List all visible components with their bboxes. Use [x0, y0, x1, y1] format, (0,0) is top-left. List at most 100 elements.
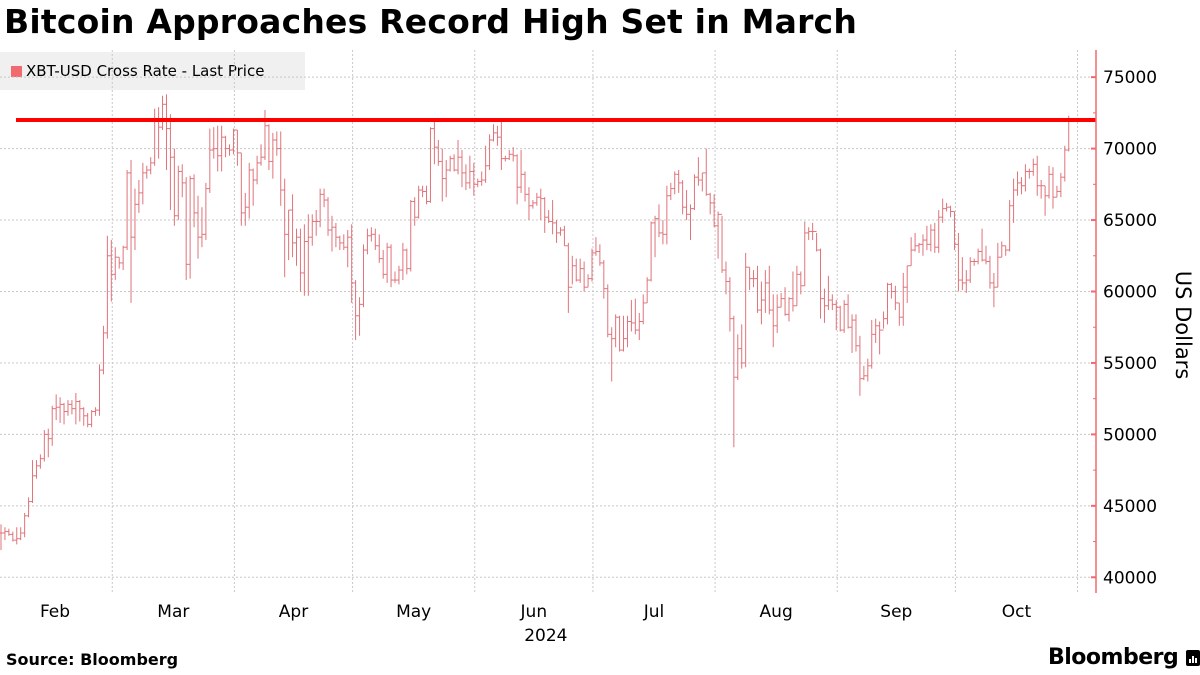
ohlc-bar	[180, 164, 185, 198]
ohlc-bar	[278, 131, 283, 206]
ohlc-bar	[349, 224, 354, 303]
ohlc-bar	[408, 200, 413, 272]
ohlc-bar	[266, 124, 271, 171]
ohlc-bar	[814, 230, 819, 252]
ohlc-bar	[826, 275, 831, 311]
ohlc-bar	[129, 160, 134, 303]
ohlc-bar	[834, 300, 839, 331]
ohlc-bar	[787, 297, 791, 322]
ohlc-bar	[881, 311, 886, 331]
ohlc-bar	[526, 187, 531, 221]
ohlc-bar	[617, 315, 622, 352]
ohlc-bar	[105, 235, 110, 339]
ohlc-bar	[136, 180, 141, 213]
ohlc-bar	[255, 155, 260, 185]
ohlc-bar	[723, 261, 728, 295]
ohlc-bar	[578, 258, 583, 283]
ohlc-bar	[853, 314, 858, 352]
ohlc-bar	[897, 302, 902, 326]
ohlc-bar	[538, 188, 543, 221]
ohlc-bar	[629, 300, 634, 332]
ohlc-bar	[1058, 172, 1063, 198]
ohlc-bar	[235, 129, 240, 166]
ohlc-bar	[755, 265, 760, 313]
ohlc-bar	[144, 165, 149, 179]
ohlc-bar	[987, 255, 992, 289]
ohlc-bar	[909, 237, 914, 267]
ohlc-bar	[322, 188, 327, 208]
ohlc-bar	[605, 284, 610, 338]
ohlc-bar	[436, 140, 441, 166]
ohlc-bar	[333, 222, 338, 248]
ohlc-bar	[917, 242, 922, 253]
ohlc-bar	[601, 260, 606, 299]
y-tick-label: 70000	[1103, 140, 1157, 160]
ohlc-bar	[928, 224, 933, 252]
ohlc-bar	[901, 272, 906, 326]
ohlc-bar	[751, 270, 756, 288]
ohlc-bar	[46, 428, 51, 458]
ohlc-bar	[846, 294, 851, 329]
ohlc-bar	[747, 266, 752, 291]
ohlc-bar	[984, 245, 988, 265]
ohlc-bar	[818, 248, 823, 319]
ohlc-bar	[739, 324, 744, 369]
ohlc-bar	[566, 242, 571, 313]
ohlc-bar	[452, 154, 457, 172]
ohlc-bar	[188, 175, 193, 279]
ohlc-bar	[980, 228, 985, 262]
ohlc-bar	[735, 334, 740, 381]
ohlc-bar	[633, 298, 638, 335]
ohlc-bar	[873, 318, 878, 343]
ohlc-bar	[696, 157, 701, 186]
ohlc-bar	[101, 325, 106, 375]
y-tick-label: 50000	[1103, 425, 1157, 445]
ohlc-bar	[1023, 164, 1028, 192]
ohlc-bar	[590, 248, 594, 282]
ohlc-bar	[948, 205, 953, 218]
ohlc-bar	[554, 220, 559, 243]
y-tick-label: 55000	[1103, 354, 1157, 374]
ohlc-bar	[97, 364, 102, 416]
ohlc-bar	[530, 200, 535, 209]
ohlc-bar	[318, 188, 323, 228]
ohlc-bar	[196, 195, 200, 259]
ohlc-bar	[420, 185, 425, 198]
ohlc-bar	[684, 190, 689, 221]
ohlc-bar	[889, 282, 894, 299]
ohlc-bar	[1003, 245, 1008, 256]
legend: XBT-USD Cross Rate - Last Price	[0, 52, 305, 90]
ohlc-bar	[865, 358, 870, 382]
ohlc-bar	[132, 188, 137, 251]
ohlc-bar	[262, 110, 267, 161]
ohlc-bar	[113, 247, 118, 281]
ohlc-bar	[964, 270, 969, 293]
ohlc-bar	[259, 144, 264, 166]
ohlc-bar	[550, 200, 555, 235]
ohlc-bar	[329, 215, 334, 252]
ohlc-bar	[672, 171, 677, 195]
ohlc-bar	[1007, 200, 1012, 252]
ohlc-bar	[775, 294, 780, 333]
ohlc-bar	[10, 531, 15, 542]
ohlc-bar	[511, 147, 516, 162]
ohlc-bar	[247, 162, 252, 219]
ohlc-bar	[2, 527, 7, 541]
ohlc-bar	[712, 194, 717, 228]
ohlc-bar	[857, 335, 862, 396]
ohlc-bar	[274, 131, 279, 156]
ohlc-bar	[523, 171, 528, 202]
ohlc-bar	[995, 242, 1000, 288]
ohlc-bar	[1043, 185, 1048, 216]
ohlc-bar	[326, 197, 331, 236]
ohlc-bar	[483, 145, 488, 183]
ohlc-bar	[759, 281, 764, 325]
gridlines	[0, 50, 1096, 593]
ohlc-bar	[117, 256, 122, 269]
y-axis-label: US Dollars	[1171, 271, 1195, 380]
ohlc-bar	[184, 177, 189, 281]
ohlc-bar	[649, 221, 654, 282]
ohlc-bar	[38, 454, 43, 469]
ohlc-bar	[936, 210, 941, 253]
